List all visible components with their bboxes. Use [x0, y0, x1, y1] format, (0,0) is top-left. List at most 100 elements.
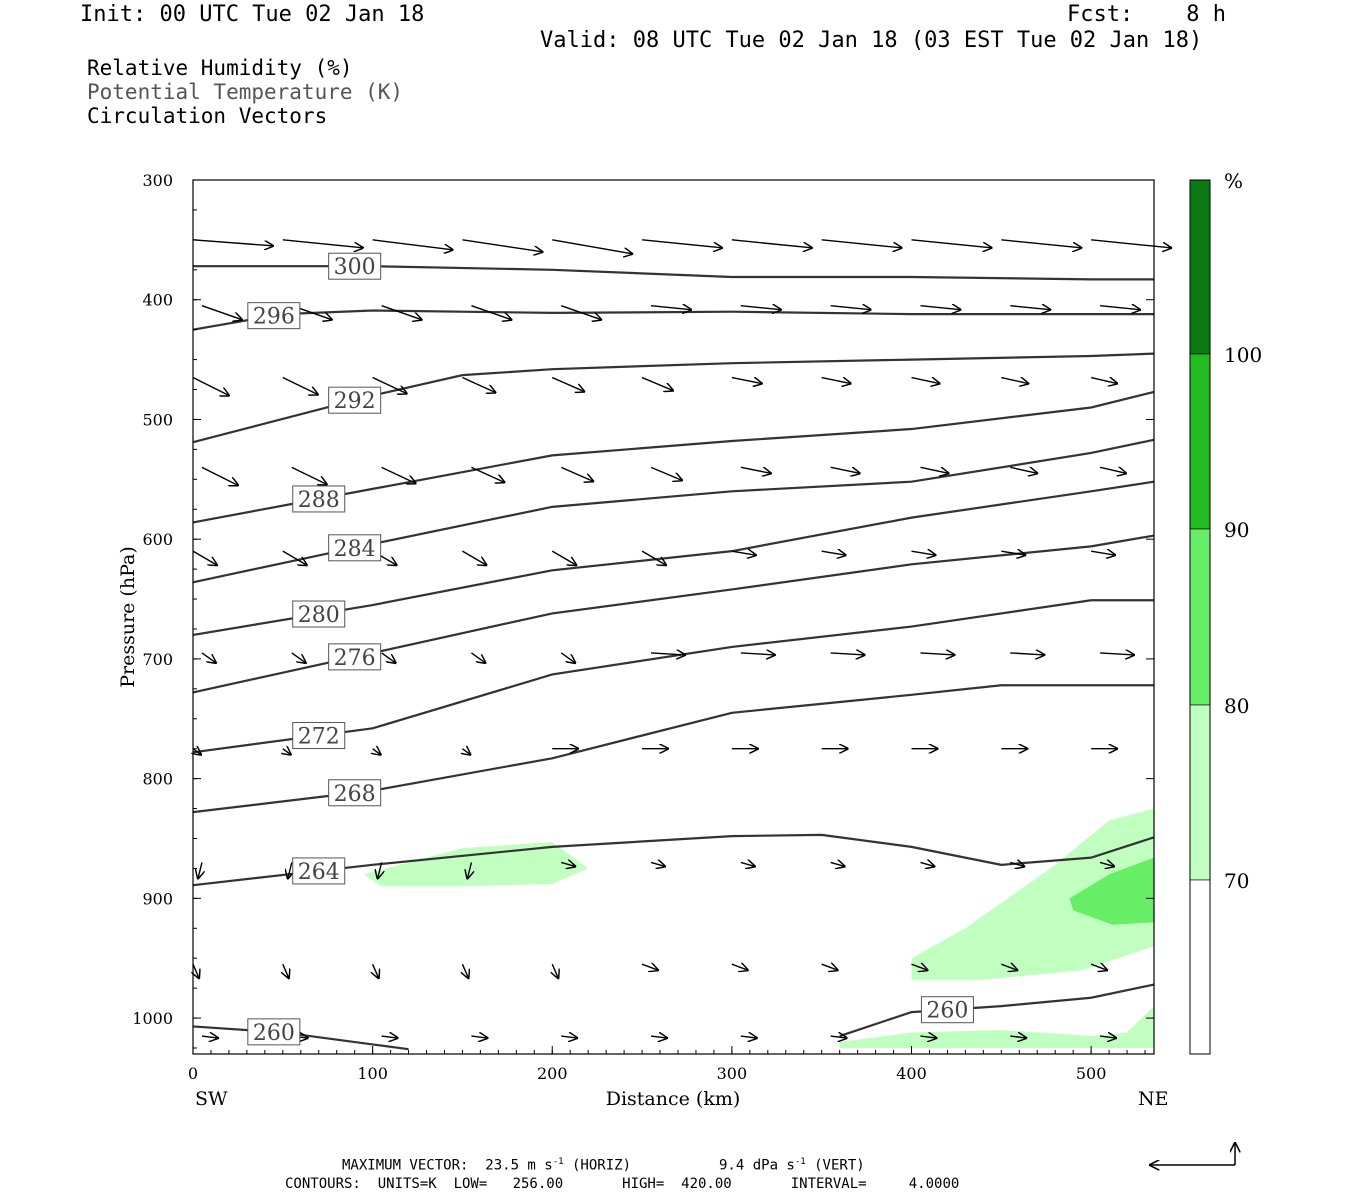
left-endpoint-label: SW [195, 1088, 228, 1110]
y-tick-label: 800 [142, 770, 173, 789]
circulation-vector [641, 239, 722, 248]
circulation-vector [1099, 467, 1126, 473]
circulation-vector [291, 652, 306, 663]
circulation-vector [821, 551, 846, 555]
circulation-vector [467, 862, 471, 878]
colorbar-level-label: 80 [1224, 694, 1249, 718]
isentrope-288 [192, 390, 1155, 524]
circulation-vector [740, 1036, 757, 1038]
circulation-vector [821, 964, 838, 970]
circulation-vector [283, 749, 291, 755]
svg-text:268: 268 [334, 782, 376, 807]
circulation-vector [381, 305, 422, 320]
rh-region-1 [911, 808, 1154, 980]
circulation-vector [1001, 551, 1025, 555]
isentrope-296 [192, 309, 1154, 331]
circulation-vector [291, 466, 327, 484]
circulation-vector [471, 652, 485, 663]
rh-region-3 [1069, 857, 1154, 925]
circulation-vector [193, 749, 201, 755]
max-vector-note: MAXIMUM VECTOR: 23.5 m s-1 (HORIZ) 9.4 dP… [342, 1157, 865, 1174]
circulation-vector [462, 963, 468, 978]
isentrope-label-288: 288 [292, 485, 346, 513]
y-tick-label: 600 [142, 530, 173, 549]
circulation-vector [1091, 239, 1171, 248]
circulation-vector [830, 1036, 847, 1038]
y-tick-label: 500 [142, 410, 173, 429]
svg-text:272: 272 [298, 725, 340, 750]
circulation-vector [1010, 1036, 1026, 1038]
svg-text:296: 296 [253, 305, 295, 330]
circulation-vector [650, 1036, 667, 1038]
circulation-vector [740, 306, 781, 310]
circulation-vector [740, 653, 775, 655]
init-time: Init: 00 UTC Tue 02 Jan 18 [80, 2, 425, 27]
circulation-vector [911, 376, 940, 384]
circulation-vector [201, 466, 238, 485]
circulation-vector [193, 963, 199, 978]
circulation-vector [381, 466, 416, 483]
isentrope-label-272: 272 [292, 722, 346, 750]
y-tick-label: 1000 [132, 1009, 173, 1028]
y-tick-label: 700 [142, 650, 173, 669]
circulation-vector [731, 964, 748, 970]
isentrope-260 [192, 1025, 409, 1051]
circulation-vector [282, 239, 363, 248]
circulation-vector [373, 963, 379, 978]
forecast-hour: Fcst: 8 h [1067, 2, 1226, 27]
isentrope-label-284: 284 [328, 534, 382, 562]
circulation-vector [740, 466, 771, 473]
circulation-vector [201, 305, 242, 320]
circulation-vector [552, 963, 558, 978]
circulation-vector [641, 964, 658, 970]
plot-frame [192, 179, 1155, 1055]
circulation-vector [1100, 306, 1140, 310]
isentrope-label-268: 268 [328, 779, 382, 807]
svg-text:260: 260 [253, 1021, 295, 1046]
y-tick-label: 400 [142, 291, 173, 310]
colorbar-level-label: 70 [1224, 869, 1249, 893]
circulation-vector [911, 964, 928, 970]
circulation-vector [1099, 862, 1114, 866]
isentrope-label-292: 292 [328, 386, 382, 414]
circulation-vector [560, 652, 575, 663]
colorbar-segment-1 [1189, 353, 1211, 530]
circulation-vector [911, 239, 992, 248]
circulation-vector [1090, 964, 1107, 970]
circulation-vector [282, 376, 318, 395]
x-tick-label: 200 [537, 1064, 568, 1083]
circulation-vector [830, 653, 865, 655]
circulation-vector [471, 466, 504, 482]
isentrope-label-276: 276 [328, 643, 382, 671]
isentrope-264 [192, 833, 1155, 887]
circulation-vector [830, 862, 845, 866]
circulation-vector [1001, 964, 1017, 970]
colorbar-level-label: 100 [1224, 343, 1262, 367]
circulation-vector [372, 376, 407, 394]
reference-vector-icon [1150, 1143, 1235, 1165]
isentrope-292 [192, 352, 1155, 444]
circulation-vector [731, 376, 762, 384]
circulation-vector [462, 376, 495, 393]
svg-text:260: 260 [926, 999, 968, 1024]
svg-text:276: 276 [334, 646, 376, 671]
circulation-vector [1010, 306, 1050, 310]
circulation-vector [1091, 551, 1115, 555]
circulation-vector [462, 550, 486, 565]
circulation-vector [201, 652, 216, 663]
circulation-vector [471, 1036, 487, 1038]
circulation-vector [462, 239, 542, 252]
circulation-vector [821, 376, 851, 384]
circulation-vector [920, 466, 948, 473]
circulation-vector [561, 305, 601, 320]
isentrope-label-264: 264 [292, 857, 346, 885]
circulation-vector [561, 1036, 577, 1038]
isentrope-260 [839, 983, 1155, 1038]
rh-region-2 [839, 1006, 1154, 1049]
svg-text:280: 280 [298, 603, 340, 628]
x-tick-label: 400 [896, 1064, 927, 1083]
svg-text:264: 264 [298, 860, 340, 885]
circulation-vector [381, 652, 396, 663]
svg-text:288: 288 [298, 488, 340, 513]
